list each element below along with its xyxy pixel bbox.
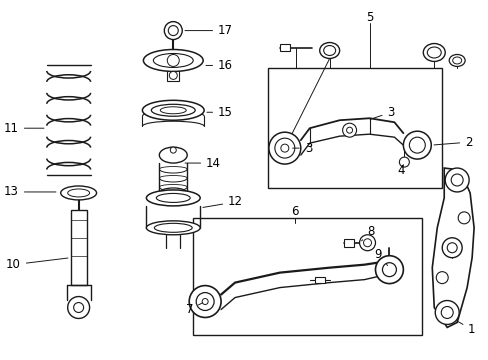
Circle shape: [450, 174, 462, 186]
Circle shape: [74, 302, 83, 312]
Ellipse shape: [452, 57, 461, 64]
Circle shape: [444, 168, 468, 192]
Ellipse shape: [146, 221, 200, 235]
Ellipse shape: [156, 193, 190, 202]
Bar: [279, 44, 289, 51]
Ellipse shape: [142, 100, 203, 120]
Ellipse shape: [159, 188, 187, 198]
Text: 15: 15: [206, 106, 232, 119]
Text: 10: 10: [6, 258, 68, 271]
Ellipse shape: [146, 190, 200, 206]
Ellipse shape: [427, 47, 440, 58]
Circle shape: [447, 243, 456, 253]
Circle shape: [268, 132, 300, 164]
Text: 7: 7: [185, 303, 202, 316]
Text: 1: 1: [456, 321, 475, 336]
Circle shape: [170, 147, 176, 153]
Circle shape: [359, 235, 375, 251]
Circle shape: [168, 26, 178, 36]
Circle shape: [435, 272, 447, 284]
Bar: [343, 239, 353, 247]
Circle shape: [375, 256, 403, 284]
Circle shape: [441, 238, 461, 258]
Bar: [167, 69, 179, 81]
Circle shape: [342, 123, 356, 137]
Text: 13: 13: [4, 185, 56, 198]
Circle shape: [457, 212, 469, 224]
Text: 4: 4: [397, 163, 404, 176]
Polygon shape: [431, 168, 473, 328]
Text: 11: 11: [4, 122, 44, 135]
Circle shape: [202, 298, 208, 305]
Ellipse shape: [143, 50, 203, 71]
Text: 12: 12: [203, 195, 243, 208]
Circle shape: [164, 22, 182, 40]
Circle shape: [440, 306, 452, 319]
Circle shape: [346, 127, 352, 133]
Bar: [193, 218, 422, 336]
Ellipse shape: [153, 54, 193, 67]
Circle shape: [169, 71, 177, 80]
Ellipse shape: [448, 54, 464, 67]
Text: 9: 9: [374, 248, 387, 266]
Ellipse shape: [151, 104, 195, 116]
Text: 5: 5: [365, 11, 372, 24]
Circle shape: [434, 301, 458, 324]
Circle shape: [67, 297, 89, 319]
Bar: [71, 210, 86, 285]
Text: 17: 17: [184, 24, 233, 37]
Text: 2: 2: [433, 136, 472, 149]
Ellipse shape: [160, 107, 186, 114]
Circle shape: [399, 157, 408, 167]
Text: 6: 6: [290, 205, 298, 219]
Circle shape: [274, 138, 294, 158]
Circle shape: [167, 54, 179, 67]
Ellipse shape: [423, 44, 444, 62]
Circle shape: [189, 285, 221, 318]
Circle shape: [196, 293, 214, 310]
Circle shape: [363, 239, 371, 247]
Ellipse shape: [319, 42, 339, 58]
Ellipse shape: [323, 45, 335, 55]
Circle shape: [382, 263, 396, 276]
Text: 14: 14: [184, 157, 221, 170]
Circle shape: [408, 137, 425, 153]
Text: 8: 8: [361, 225, 374, 241]
Ellipse shape: [159, 147, 187, 163]
Bar: [267, 68, 441, 188]
Ellipse shape: [61, 186, 96, 200]
Text: 3: 3: [369, 106, 394, 120]
Ellipse shape: [154, 223, 192, 232]
Circle shape: [280, 144, 288, 152]
Circle shape: [403, 131, 430, 159]
Text: 3: 3: [292, 141, 311, 155]
Text: 16: 16: [205, 59, 233, 72]
Bar: [314, 276, 324, 283]
Ellipse shape: [67, 189, 89, 197]
